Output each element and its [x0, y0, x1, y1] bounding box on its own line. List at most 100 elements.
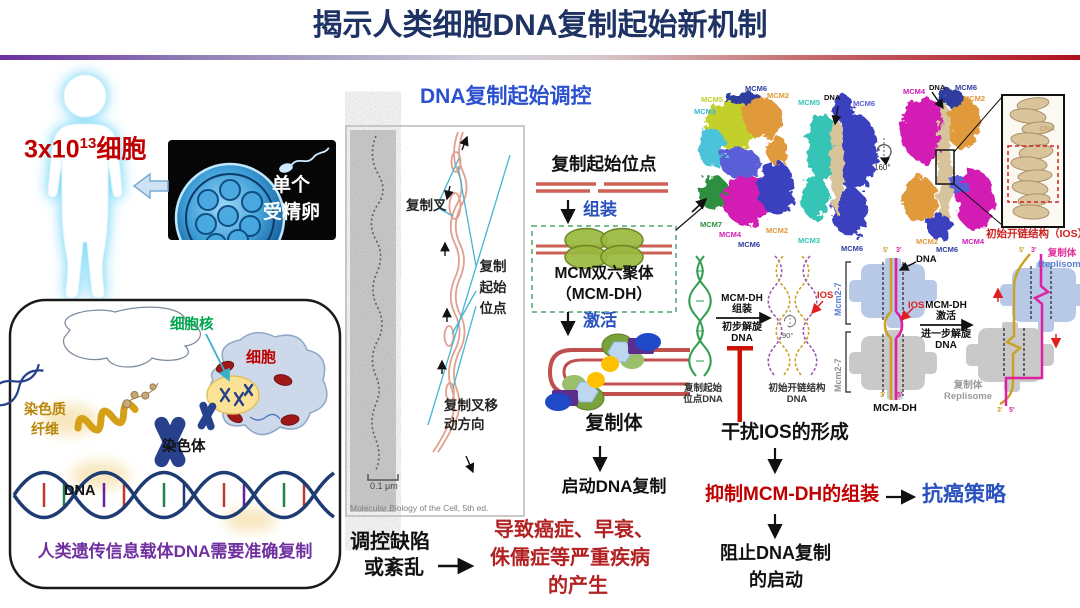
disease-result-line3: 的产生 [548, 575, 608, 597]
mcm-label: MCM6 [745, 84, 768, 93]
flow-origin-label: 复制起始位点 [551, 154, 657, 174]
ios-dna-helix-1 [767, 255, 791, 377]
strand-end-label: 5' [897, 392, 903, 399]
egg-caption-line2: 受精卵 [263, 202, 321, 223]
inhibit-label: 抑制MCM-DH的组装 [705, 484, 880, 505]
mcm-label: MCM3 [798, 236, 821, 245]
origin-dna-caption: 复制起始 位点DNA [683, 383, 723, 405]
dna-label: DNA [64, 483, 96, 499]
replisome-label-bottom: 复制体 Replisome [944, 380, 993, 402]
strand-end-label: 5' [1019, 247, 1025, 254]
interfere-label: 干扰IOS的形成 [721, 422, 849, 443]
replication-strand-drawing [432, 131, 468, 453]
rotation-160-icon [876, 138, 892, 166]
fork-direction-label: 复制叉移 动方向 [444, 398, 498, 432]
mech-dna-label: DNA [916, 254, 937, 265]
origin-dna-helix [688, 255, 712, 377]
strand-end-label: 3' [1031, 247, 1037, 254]
mcm-label: MCM4 [962, 237, 985, 246]
origin-site-vertical-label: 复制 起始 位点 [479, 259, 507, 316]
scale-label: 0.1 μm [370, 481, 398, 491]
origin-site-icon [536, 182, 668, 193]
replisome-cartoon [545, 333, 690, 411]
replisome-mechanism [966, 253, 1080, 406]
dna-structure-label: DNA [824, 93, 841, 102]
em-title: DNA复制起始调控 [420, 85, 592, 108]
flow-assemble-label: 组装 [583, 200, 617, 219]
mcm-label: MCM2 [766, 226, 789, 235]
block-line1: 阻止DNA复制 [720, 543, 831, 563]
defect-line2: 或紊乱 [364, 557, 424, 579]
nucleus-label: 细胞核 [170, 317, 214, 333]
inset-caption: 初始开链结构（IOS） [986, 228, 1080, 240]
flow-mcm-line1: MCM双六聚体 [554, 265, 654, 282]
ios-dna-caption: 初始开链结构 DNA [768, 383, 826, 405]
cell-box-caption: 人类遗传信息载体DNA需要准确复制 [37, 542, 313, 561]
mcm-label: MCM7 [700, 220, 723, 229]
title-divider [0, 55, 1080, 60]
cryoem-structure-3 [901, 88, 994, 240]
disease-result-line1: 导致癌症、早衰、 [494, 519, 654, 541]
assembly-step-bottom: 初步解旋 DNA [722, 322, 762, 344]
strand-end-label: 5' [883, 247, 889, 254]
strategy-label: 抗癌策略 [922, 483, 1006, 506]
mcm-label: MCM6 [955, 83, 978, 92]
cell-count-exponent: 13 [79, 135, 97, 152]
mcm-label: MCM2 [767, 91, 790, 100]
mcm-dh-cartoon [845, 258, 937, 400]
defect-line1: 调控缺陷 [350, 531, 430, 553]
ios-label: IOS [817, 290, 834, 301]
mcm-label: MCM3 [694, 107, 717, 116]
chromatin-label-line1: 染色质 [24, 401, 66, 417]
sperm-icon [279, 147, 330, 173]
strand-end-label: 3' [880, 392, 886, 399]
flow-mcm-line2: （MCM-DH） [556, 286, 652, 303]
egg-caption-line1: 单个 [272, 175, 311, 196]
mcm-label: MCM6 [853, 99, 876, 108]
activation-step-top: MCM-DH 激活 [925, 300, 967, 322]
left-arrow-icon [132, 172, 169, 200]
cryoem-structure-1 [699, 92, 794, 225]
flow-replisome-label: 复制体 [585, 413, 643, 434]
mcmdh-label: MCM-DH [873, 402, 917, 414]
assembly-step-top: MCM-DH 组装 [721, 293, 763, 315]
strand-end-label: 5' [1009, 407, 1015, 414]
page-title: 揭示人类细胞DNA复制起始新机制 [312, 9, 768, 42]
mcm27-top-label: Mcm2-7 [833, 282, 843, 316]
cell-count-label: 3x1013细胞 [24, 135, 147, 164]
mcm-label: MCM4 [903, 87, 926, 96]
dna-helix [12, 470, 335, 520]
mcm-label: MCM5 [701, 95, 724, 104]
cell-diagram [0, 306, 335, 532]
strand-end-label: 3' [997, 407, 1003, 414]
mcm-dh-dashed-box [531, 225, 677, 313]
chromosome-label: 染色体 [162, 439, 206, 455]
inhibition-tbar-icon [727, 346, 753, 422]
mcm-label: MCM5 [798, 98, 821, 107]
mcm-label: MCM4 [719, 230, 742, 239]
cell-label: 细胞 [246, 349, 277, 366]
human-silhouette [47, 74, 123, 299]
chromatin-label-line2: 纤维 [31, 421, 59, 437]
disease-result-line2: 侏儒症等严重疾病 [490, 547, 650, 569]
activation-step-bottom: 进一步解旋 DNA [921, 329, 971, 351]
em-panel [345, 125, 525, 517]
inset-dna-label: DNA [1040, 126, 1055, 133]
block-line2: 的启动 [749, 570, 803, 590]
mcm-label: MCM6 [738, 240, 761, 249]
fertilized-egg-image [168, 140, 336, 240]
mech-ios-label: IOS [908, 300, 925, 311]
ios-dna-helix-2 [794, 255, 818, 377]
mcm-label: MCM2 [916, 237, 939, 246]
rot90-label: 90° [782, 331, 794, 340]
rotation-90-icon [783, 310, 797, 330]
mcm-label: MCM6 [841, 244, 864, 253]
flow-activate-label: 激活 [583, 311, 617, 330]
mcm-label: MCM6 [936, 245, 959, 254]
fork-label: 复制叉 [406, 198, 447, 213]
source-citation: Molecular Biology of the Cell, 5th ed. [350, 503, 489, 513]
